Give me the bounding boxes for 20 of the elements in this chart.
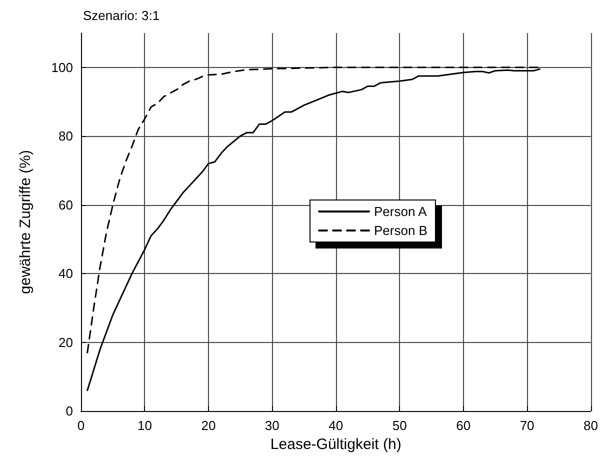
x-tick-label: 60 <box>456 418 471 433</box>
x-tick-label: 50 <box>392 418 407 433</box>
x-tick-label: 20 <box>201 418 216 433</box>
x-tick-label: 70 <box>520 418 534 433</box>
y-tick-label: 40 <box>58 266 73 282</box>
y-tick-label: 0 <box>66 404 73 418</box>
y-tick-label: 100 <box>51 60 73 75</box>
x-tick-label: 10 <box>137 418 152 433</box>
legend-label: Person A <box>374 204 428 219</box>
x-axis-title: Lease-Gültigkeit (h) <box>270 436 402 453</box>
y-axis-title: gewährte Zugriffe (%) <box>17 150 34 294</box>
x-tick-label: 40 <box>328 418 344 433</box>
x-tick-label: 0 <box>77 418 85 433</box>
y-tick-label: 80 <box>58 128 73 144</box>
x-tick-label: 80 <box>584 418 598 433</box>
y-tick-label: 20 <box>58 334 73 350</box>
legend-label: Person B <box>374 223 428 238</box>
x-tick-label: 30 <box>264 418 280 433</box>
y-tick-label: 60 <box>58 197 73 212</box>
chart-title: Szenario: 3:1 <box>83 8 160 23</box>
